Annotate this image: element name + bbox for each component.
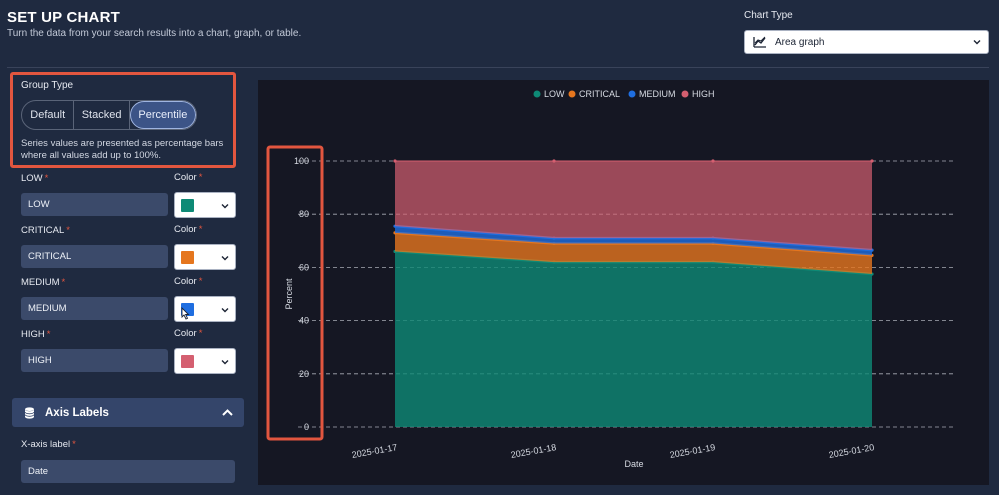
chevron-down-icon	[221, 308, 229, 313]
group-type-highlight	[10, 72, 236, 168]
y-tick-label: 20	[299, 369, 309, 379]
chevron-down-icon	[973, 40, 981, 45]
legend-label-low: LOW	[544, 89, 565, 99]
y-tick-label: 40	[299, 316, 309, 326]
series-medium-color-label: Color *	[174, 276, 203, 287]
chart-type-value: Area graph	[775, 36, 825, 48]
series-critical-input[interactable]: CRITICAL	[21, 245, 168, 268]
page-title: SET UP CHART	[7, 9, 120, 26]
header-divider	[7, 67, 989, 68]
series-low-label: LOW *	[21, 173, 49, 184]
axis-labels-title: Axis Labels	[45, 406, 109, 419]
database-icon	[24, 406, 35, 419]
legend-label-critical: CRITICAL	[579, 89, 620, 99]
series-critical-label: CRITICAL *	[21, 225, 70, 236]
legend-label-medium: MEDIUM	[639, 89, 676, 99]
series-low-color-label: Color *	[174, 172, 203, 183]
area-medium	[395, 226, 872, 256]
point-high	[870, 159, 874, 163]
chevron-up-icon	[222, 409, 233, 416]
series-critical-color-label: Color *	[174, 224, 203, 235]
y-tick-label: 60	[299, 262, 309, 272]
x-axis-label-input[interactable]: Date	[21, 460, 235, 483]
x-axis-label-field-label: X-axis label *	[21, 439, 76, 450]
group-type-percentile-button[interactable]: Percentile	[129, 101, 196, 129]
series-medium-input[interactable]: MEDIUM	[21, 297, 168, 320]
area-low	[395, 251, 872, 427]
series-high-color-select[interactable]	[174, 348, 236, 374]
legend-label-high: HIGH	[692, 89, 715, 99]
mouse-cursor-icon	[181, 307, 190, 320]
series-low-color-select[interactable]	[174, 192, 236, 218]
group-type-label: Group Type	[21, 80, 74, 91]
area-graph-icon	[753, 36, 766, 48]
area-chart: 0 20 40 60 80 100 2025-01-17 2025-01-18 2025-01-…	[266, 89, 956, 469]
x-tick-label: 2025-01-18	[510, 442, 557, 460]
page-subtitle: Turn the data from your search results i…	[7, 28, 302, 39]
series-low-input[interactable]: LOW	[21, 193, 168, 216]
series-high-color-label: Color *	[174, 328, 203, 339]
group-type-description: Series values are presented as percentag…	[21, 138, 224, 161]
group-type-default-button[interactable]: Default	[22, 101, 75, 129]
point-high	[552, 159, 556, 163]
y-tick-label: 100	[294, 156, 309, 166]
x-tick-label: 2025-01-20	[828, 442, 875, 460]
series-high-label: HIGH *	[21, 329, 51, 340]
x-tick-label: 2025-01-17	[351, 442, 398, 460]
chart-type-select[interactable]: Area graph	[744, 30, 989, 54]
chevron-down-icon	[221, 256, 229, 261]
color-swatch	[181, 199, 194, 212]
group-type-toggle: Default Stacked Percentile	[21, 100, 197, 130]
y-tick-label: 80	[299, 209, 309, 219]
x-tick-label: 2025-01-19	[669, 442, 716, 460]
legend-marker-high	[681, 90, 689, 98]
chevron-down-icon	[221, 204, 229, 209]
y-axis-title: Percent	[284, 278, 294, 310]
chart-type-label: Chart Type	[744, 10, 793, 21]
legend-marker-medium	[628, 90, 636, 98]
series-high-input[interactable]: HIGH	[21, 349, 168, 372]
y-tick-label: 0	[304, 422, 309, 432]
legend-marker-critical	[568, 90, 576, 98]
axis-labels-section-header[interactable]: Axis Labels	[12, 398, 244, 427]
group-type-stacked-button[interactable]: Stacked	[74, 101, 130, 129]
series-critical-color-select[interactable]	[174, 244, 236, 270]
series-medium-color-select[interactable]	[174, 296, 236, 322]
series-medium-label: MEDIUM *	[21, 277, 66, 288]
legend-marker-low	[533, 90, 541, 98]
chart-panel: 0 20 40 60 80 100 2025-01-17 2025-01-18 2025-01-…	[258, 80, 989, 485]
area-high	[395, 161, 872, 251]
y-axis-highlight	[266, 145, 324, 441]
point-high	[393, 159, 397, 163]
color-swatch	[181, 355, 194, 368]
color-swatch	[181, 251, 194, 264]
area-critical	[395, 232, 872, 275]
point-high	[711, 159, 715, 163]
chevron-down-icon	[221, 360, 229, 365]
x-axis-title: Date	[624, 459, 643, 469]
